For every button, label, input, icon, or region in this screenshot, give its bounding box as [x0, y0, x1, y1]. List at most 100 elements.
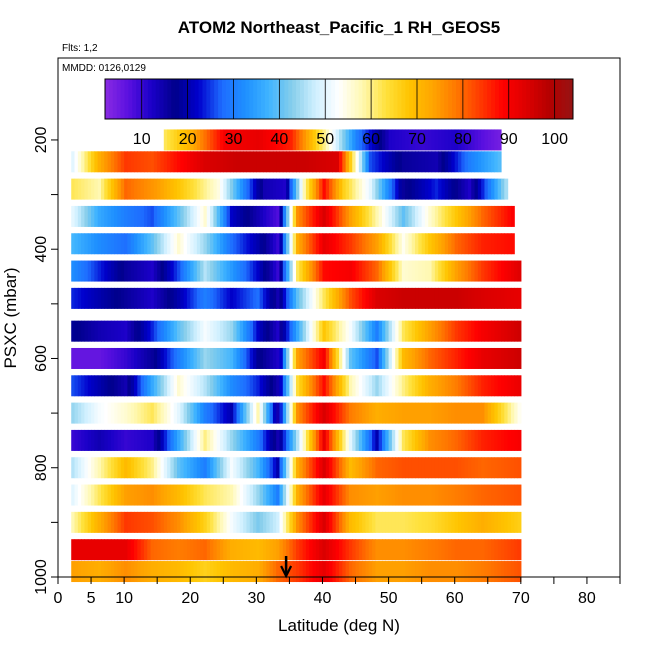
heatmap-cell — [124, 260, 129, 282]
heatmap-cell — [358, 287, 363, 309]
heatmap-cell — [345, 561, 350, 583]
heatmap-cell — [236, 178, 241, 200]
heatmap-cell — [348, 484, 353, 506]
heatmap-cell — [388, 320, 393, 342]
heatmap-cell — [335, 320, 340, 342]
heatmap-cell — [249, 561, 254, 583]
heatmap-cell — [378, 561, 383, 583]
heatmap-cell — [160, 484, 165, 506]
heatmap-cell — [375, 178, 380, 200]
heatmap-cell — [434, 233, 439, 255]
heatmap-cell — [130, 375, 135, 397]
heatmap-cell — [342, 129, 347, 151]
heatmap-cell — [262, 484, 267, 506]
heatmap-cell — [408, 205, 413, 227]
heatmap-cell — [157, 178, 162, 200]
heatmap-cell — [395, 375, 400, 397]
heatmap-cell — [471, 375, 476, 397]
heatmap-cell — [200, 457, 205, 479]
heatmap-cell — [114, 484, 119, 506]
heatmap-cell — [140, 375, 145, 397]
heatmap-cell — [94, 347, 99, 369]
heatmap-cell — [134, 402, 138, 424]
colorbar-swatch — [534, 79, 539, 119]
heatmap-cell — [206, 260, 211, 282]
heatmap-cell — [428, 347, 433, 369]
colorbar-swatch — [346, 79, 352, 119]
heatmap-cell — [339, 561, 343, 583]
heatmap-cell — [157, 205, 162, 227]
heatmap-cell — [375, 287, 380, 309]
heatmap-cell — [147, 511, 152, 533]
heatmap-cell — [368, 260, 373, 282]
heatmap-cell — [77, 375, 82, 397]
heatmap-cell — [319, 287, 324, 309]
heatmap-cell — [190, 457, 195, 479]
heatmap-cell — [481, 260, 486, 282]
heatmap-cell — [504, 205, 509, 227]
heatmap-cell — [467, 375, 472, 397]
heatmap-cell — [302, 484, 307, 506]
heatmap-cell — [203, 484, 208, 506]
heatmap-cell — [239, 320, 244, 342]
heatmap-cell — [239, 129, 244, 151]
heatmap-cell — [177, 151, 181, 173]
colorbar-swatch — [307, 79, 313, 119]
heatmap-cell — [226, 320, 231, 342]
heatmap-cell — [124, 539, 129, 561]
heatmap-cell — [388, 375, 393, 397]
heatmap-cell — [216, 151, 221, 173]
colorbar-swatch — [229, 79, 235, 119]
y-tick-label: 1000 — [33, 559, 50, 595]
heatmap-cell — [233, 205, 238, 227]
heatmap-cell — [279, 511, 284, 533]
heatmap-cell — [147, 561, 152, 583]
heatmap-cell — [477, 511, 482, 533]
x-tick-label: 80 — [578, 590, 596, 607]
heatmap-cell — [193, 233, 198, 255]
heatmap-cell — [153, 429, 158, 451]
x-axis: 0 5 10 20 30 40 50 60 70 80 — [54, 577, 621, 607]
heatmap-cell — [229, 129, 234, 151]
heatmap-cell — [461, 457, 466, 479]
heatmap-cell — [130, 233, 135, 255]
heatmap-cell — [170, 151, 175, 173]
x-tick-label: 5 — [87, 590, 96, 607]
heatmap-cell — [395, 457, 400, 479]
heatmap-cell — [418, 539, 423, 561]
heatmap-cell — [94, 402, 99, 424]
heatmap-cell — [203, 151, 208, 173]
heatmap-cell — [474, 457, 479, 479]
heatmap-cell — [137, 151, 142, 173]
heatmap-cell — [216, 178, 221, 200]
heatmap-cell — [84, 457, 89, 479]
heatmap-cell — [246, 260, 251, 282]
heatmap-cell — [223, 375, 228, 397]
heatmap-cell — [276, 287, 281, 309]
heatmap-cell — [352, 151, 357, 173]
heatmap-cell — [309, 320, 314, 342]
colorbar-swatch — [569, 79, 574, 119]
heatmap-cell — [471, 457, 476, 479]
heatmap-cell — [243, 402, 248, 424]
heatmap-cell — [173, 375, 178, 397]
heatmap-cell — [269, 178, 274, 200]
heatmap-cell — [243, 539, 248, 561]
heatmap-cell — [226, 375, 231, 397]
heatmap-cell — [514, 429, 519, 451]
heatmap-cell — [127, 539, 132, 561]
heatmap-cell — [471, 233, 476, 255]
heatmap-cell — [494, 402, 499, 424]
heatmap-cell — [216, 457, 221, 479]
heatmap-cell — [441, 287, 446, 309]
heatmap-cell — [84, 205, 89, 227]
heatmap-cell — [398, 178, 403, 200]
heatmap-cell — [335, 260, 340, 282]
heatmap-cell — [210, 457, 214, 479]
heatmap-cell — [110, 402, 115, 424]
heatmap-cell — [140, 539, 145, 561]
heatmap-cell — [193, 260, 198, 282]
heatmap-cell — [104, 561, 109, 583]
heatmap-cell — [150, 457, 155, 479]
heatmap-cell — [299, 320, 304, 342]
